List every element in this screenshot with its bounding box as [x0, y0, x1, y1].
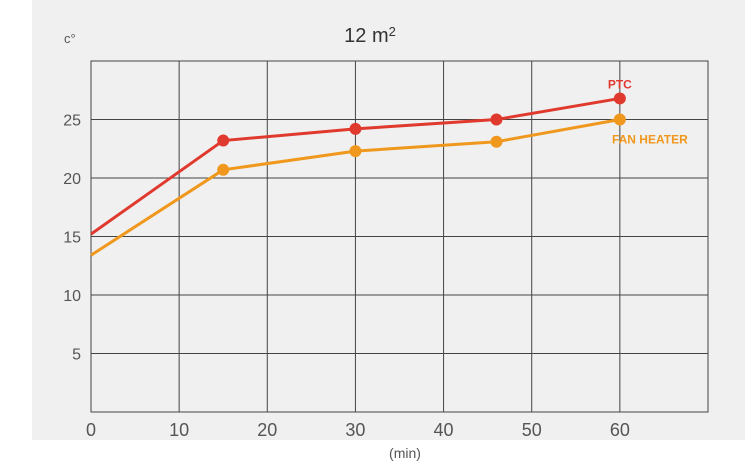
x-tick-label: 50: [522, 420, 542, 440]
x-tick-label: 0: [86, 420, 96, 440]
chart-title: 12 m2: [344, 24, 396, 47]
y-axis-unit: c°: [64, 31, 76, 46]
grid: [90, 60, 709, 413]
series-label-ptc: PTC: [608, 77, 632, 91]
y-tick-label: 20: [63, 171, 81, 188]
data-point-fan-heater: [490, 135, 503, 148]
series-label-fan-heater: FAN HEATER: [612, 133, 688, 147]
data-point-ptc: [613, 92, 626, 105]
y-tick-label: 10: [63, 288, 81, 305]
x-tick-label: 20: [257, 420, 277, 440]
data-point-ptc: [490, 113, 503, 126]
x-tick-label: 60: [610, 420, 630, 440]
series-fan-heater: [90, 113, 626, 257]
y-tick-label: 15: [63, 230, 81, 247]
x-tick-label: 40: [434, 420, 454, 440]
data-point-ptc: [349, 122, 362, 135]
chart-panel: [32, 0, 745, 440]
series-ptc: [90, 92, 626, 236]
series: PTC FAN HEATER: [90, 77, 688, 257]
x-tick-label: 30: [345, 420, 365, 440]
y-tick-label: 5: [72, 347, 81, 364]
data-point-fan-heater: [217, 163, 230, 176]
y-tick-label: 25: [63, 113, 81, 130]
axis-ticks: 0 10 20 30 40 50 60 5 10 15 20 25: [63, 113, 630, 441]
data-point-ptc: [217, 134, 230, 147]
x-axis-label: (min): [389, 445, 421, 461]
x-tick-label: 10: [169, 420, 189, 440]
data-point-fan-heater: [349, 145, 362, 158]
data-point-fan-heater: [613, 113, 626, 126]
